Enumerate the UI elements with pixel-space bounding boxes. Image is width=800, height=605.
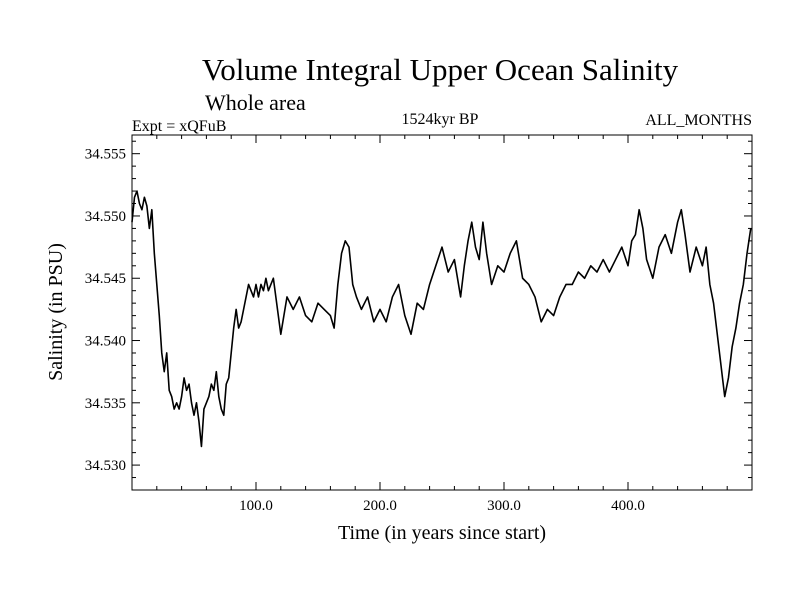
x-tick-label: 300.0 — [487, 498, 521, 514]
x-tick-label: 400.0 — [611, 498, 645, 514]
y-axis-ticks: 34.530 34.535 34.540 34.545 34.550 34.555 — [85, 140, 752, 479]
y-tick-label: 34.535 — [85, 396, 126, 412]
x-axis-ticks: 100.0 200.0 300.0 400.0 — [156, 135, 728, 514]
y-tick-label: 34.530 — [85, 458, 126, 474]
y-tick-label: 34.540 — [85, 334, 126, 350]
period-label: 1524kyr BP — [402, 111, 479, 128]
chart-subtitle: Whole area — [205, 90, 306, 115]
plot-frame — [131, 134, 753, 491]
experiment-label: Expt = xQFuB — [132, 118, 226, 135]
salinity-series-line — [131, 190, 752, 448]
y-tick-label: 34.555 — [85, 147, 126, 163]
y-axis-label: Salinity (in PSU) — [45, 243, 67, 381]
x-tick-label: 200.0 — [363, 498, 397, 514]
y-tick-label: 34.550 — [85, 209, 126, 225]
y-tick-label: 34.545 — [85, 271, 126, 287]
x-axis-label: Time (in years since start) — [338, 522, 546, 544]
x-tick-label: 100.0 — [239, 498, 273, 514]
months-label: ALL_MONTHS — [645, 112, 752, 129]
chart-title: Volume Integral Upper Ocean Salinity — [202, 52, 679, 87]
